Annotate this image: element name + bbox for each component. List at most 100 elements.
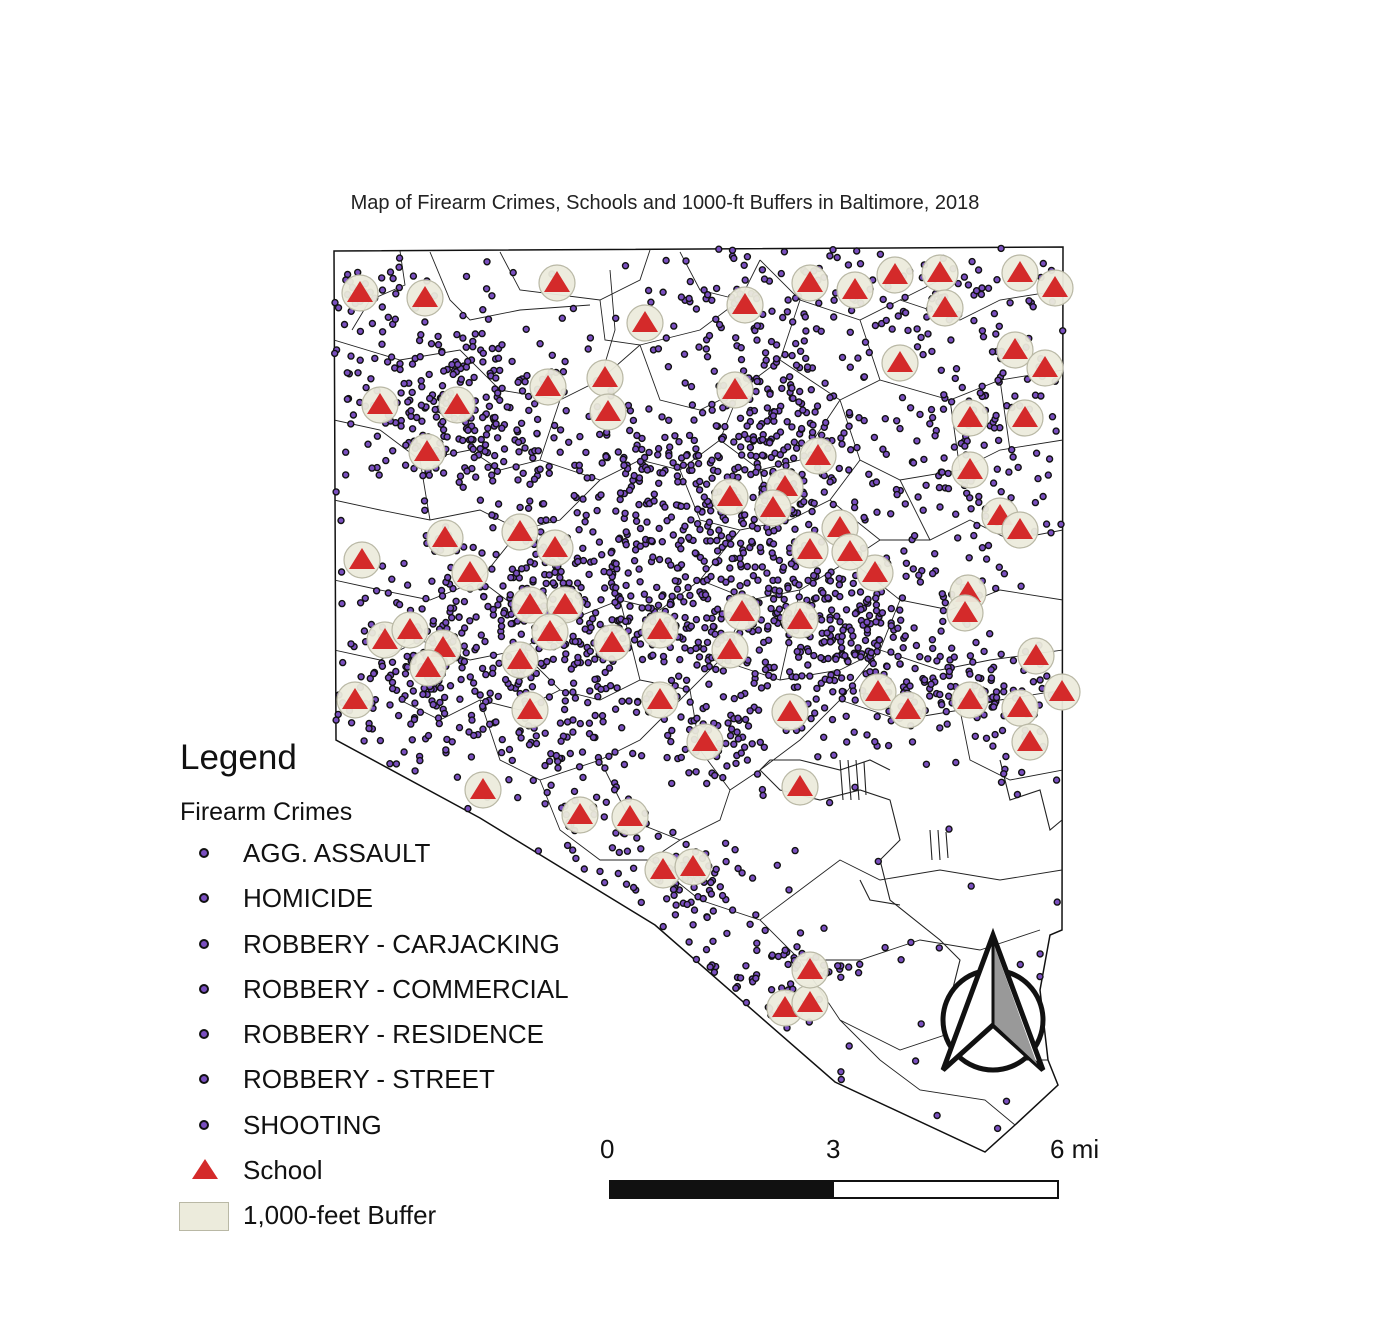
crime-point <box>408 425 417 433</box>
crime-point <box>645 448 653 457</box>
school-triangle-icon <box>680 855 706 876</box>
crime-point <box>992 584 1000 593</box>
crime-point <box>575 526 583 534</box>
crime-point <box>838 440 846 448</box>
crime-point <box>463 467 471 475</box>
crime-point <box>625 697 633 705</box>
crime-point <box>654 444 663 453</box>
crime-point <box>715 526 723 534</box>
crime-point <box>782 462 790 470</box>
crime-point <box>740 743 749 751</box>
crime-point <box>886 302 894 310</box>
crime-point <box>841 652 849 660</box>
crime-point <box>871 321 880 330</box>
crime-point <box>965 554 973 562</box>
crime-point <box>851 696 859 704</box>
crime-point <box>378 328 387 336</box>
crime-point <box>459 334 467 342</box>
school-triangle-icon <box>865 680 891 701</box>
crime-point <box>481 447 489 456</box>
crime-point <box>397 422 405 430</box>
crime-point <box>764 636 773 644</box>
crime-point <box>647 537 656 545</box>
crime-point <box>621 617 630 626</box>
crime-point <box>589 733 598 742</box>
crime-point <box>584 345 592 353</box>
crime-point <box>637 752 646 760</box>
crime-point <box>726 732 735 740</box>
legend-item-label: ROBBERY - STREET <box>243 1064 495 1095</box>
school-marker <box>831 533 869 571</box>
crime-point <box>835 574 843 583</box>
crime-point <box>479 725 487 733</box>
crime-point <box>912 641 921 650</box>
crime-point <box>936 690 944 699</box>
crime-point <box>561 357 569 366</box>
crime-point <box>415 336 424 345</box>
crime-point <box>706 963 714 971</box>
crime-point <box>406 679 414 688</box>
crime-point <box>1000 682 1008 690</box>
crime-point <box>667 737 675 746</box>
crime-point <box>894 652 902 661</box>
school-marker <box>889 691 927 729</box>
crime-point <box>516 503 524 512</box>
crime-point <box>388 575 396 583</box>
crime-point <box>638 445 646 454</box>
crime-point <box>727 725 736 733</box>
crime-point <box>611 705 620 713</box>
crime-point <box>378 303 386 311</box>
crime-point <box>772 355 781 363</box>
crime-point <box>621 262 630 270</box>
crime-point <box>732 984 740 992</box>
crime-point <box>636 457 645 466</box>
crime-point <box>488 669 497 678</box>
crime-point <box>707 878 715 887</box>
school-marker <box>451 554 489 592</box>
crime-point <box>514 793 522 802</box>
crime-point <box>666 443 674 451</box>
crime-point <box>442 618 450 627</box>
crime-point <box>702 565 710 573</box>
crime-point <box>494 389 502 397</box>
crime-point <box>849 687 857 695</box>
crime-point <box>1039 259 1048 268</box>
crime-point <box>494 601 502 609</box>
crime-point <box>811 709 819 717</box>
crime-point <box>558 314 566 322</box>
school-triangle-icon <box>1007 261 1033 282</box>
crime-point <box>395 600 404 609</box>
crime-point <box>827 606 836 614</box>
crime-point <box>830 313 838 321</box>
crime-point <box>388 658 397 666</box>
crime-point <box>575 763 584 771</box>
crime-point <box>559 579 567 587</box>
crime-point <box>826 393 834 402</box>
crime-dot-icon <box>178 1012 232 1057</box>
crime-point <box>579 544 587 552</box>
crime-point <box>478 329 486 338</box>
crime-point <box>753 524 762 533</box>
crime-point <box>818 431 826 439</box>
crime-point <box>530 475 539 483</box>
crime-point <box>477 631 485 639</box>
crime-point <box>1007 494 1015 502</box>
legend-item-label: ROBBERY - CARJACKING <box>243 928 560 959</box>
crime-point <box>1052 427 1060 435</box>
crime-point <box>737 749 745 757</box>
school-marker <box>881 344 919 382</box>
crime-point <box>734 463 742 472</box>
crime-point <box>853 247 861 255</box>
school-marker <box>538 264 576 302</box>
school-marker <box>1036 269 1074 307</box>
crime-point <box>993 1124 1002 1133</box>
crime-point <box>703 614 711 622</box>
crime-point <box>601 668 609 677</box>
crime-point <box>569 688 577 696</box>
crime-point <box>700 645 708 653</box>
crime-point <box>681 379 689 387</box>
crime-point <box>630 636 639 644</box>
school-triangle-icon <box>650 858 676 879</box>
crime-point <box>889 633 897 641</box>
